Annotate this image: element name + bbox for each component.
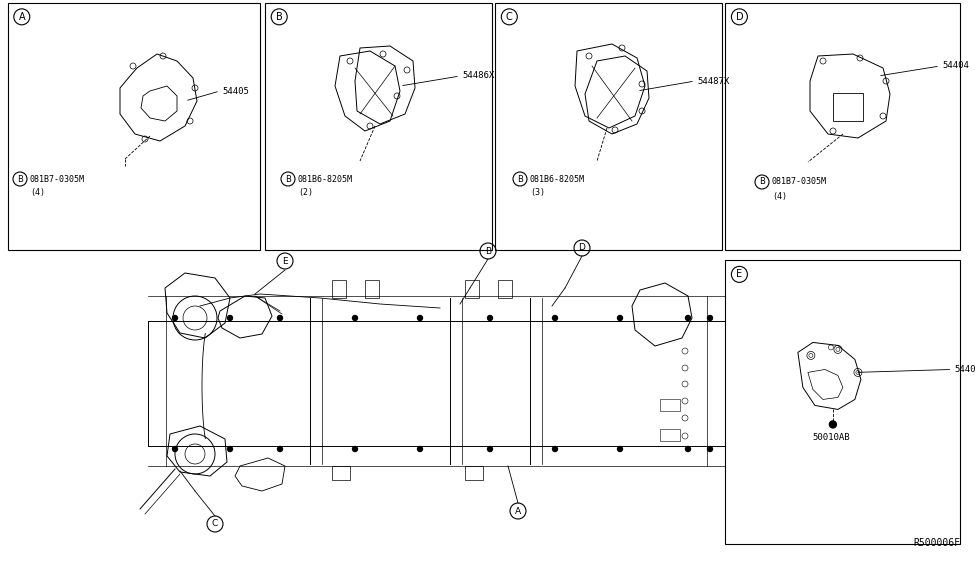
Text: 081B6-8205M: 081B6-8205M [530, 174, 585, 183]
Text: A: A [19, 12, 25, 22]
Bar [332, 280, 346, 298]
Text: D: D [735, 12, 743, 22]
Circle shape [278, 315, 283, 320]
Bar [465, 280, 479, 298]
Text: (4): (4) [772, 191, 787, 200]
Circle shape [227, 315, 232, 320]
Text: 54404: 54404 [942, 62, 969, 71]
Text: 54404+C: 54404+C [955, 365, 975, 374]
Text: A: A [515, 507, 521, 516]
Circle shape [685, 315, 690, 320]
Circle shape [417, 447, 422, 452]
Text: B: B [517, 174, 523, 183]
Bar [465, 466, 483, 480]
Circle shape [830, 421, 837, 428]
Circle shape [417, 315, 422, 320]
Text: B: B [285, 174, 291, 183]
Text: R500006F: R500006F [913, 538, 960, 548]
Bar [8, 3, 260, 250]
Text: B: B [18, 174, 23, 183]
Text: C: C [506, 12, 513, 22]
Circle shape [708, 315, 713, 320]
Circle shape [488, 447, 492, 452]
Circle shape [227, 447, 232, 452]
Bar [725, 3, 960, 250]
Circle shape [708, 447, 713, 452]
Text: E: E [282, 256, 288, 265]
Bar [725, 260, 960, 544]
Bar [332, 466, 350, 480]
Bar [833, 93, 863, 121]
Bar [660, 429, 680, 441]
Bar [660, 399, 680, 411]
Text: (4): (4) [30, 188, 45, 198]
Circle shape [353, 447, 358, 452]
Text: E: E [736, 269, 743, 280]
Text: D: D [578, 243, 585, 252]
Bar [498, 280, 512, 298]
Bar [495, 3, 722, 250]
Text: (2): (2) [298, 188, 313, 198]
Text: (3): (3) [530, 188, 545, 198]
Text: B: B [276, 12, 283, 22]
Text: C: C [212, 520, 218, 529]
Bar [265, 3, 492, 250]
Text: 54487X: 54487X [697, 76, 729, 85]
Text: 081B7-0305M: 081B7-0305M [772, 178, 827, 187]
Circle shape [488, 315, 492, 320]
Text: 54405: 54405 [222, 87, 249, 96]
Circle shape [617, 447, 622, 452]
Circle shape [173, 315, 177, 320]
Text: B: B [485, 247, 491, 255]
Text: 081B7-0305M: 081B7-0305M [30, 174, 85, 183]
Text: 50010AB: 50010AB [813, 433, 850, 442]
Circle shape [685, 447, 690, 452]
Text: B: B [760, 178, 765, 187]
Circle shape [173, 447, 177, 452]
Text: 54486X: 54486X [462, 71, 494, 80]
Circle shape [353, 315, 358, 320]
Circle shape [278, 447, 283, 452]
Circle shape [617, 315, 622, 320]
Circle shape [553, 447, 558, 452]
Bar [365, 280, 379, 298]
Text: 081B6-8205M: 081B6-8205M [298, 174, 353, 183]
Circle shape [553, 315, 558, 320]
